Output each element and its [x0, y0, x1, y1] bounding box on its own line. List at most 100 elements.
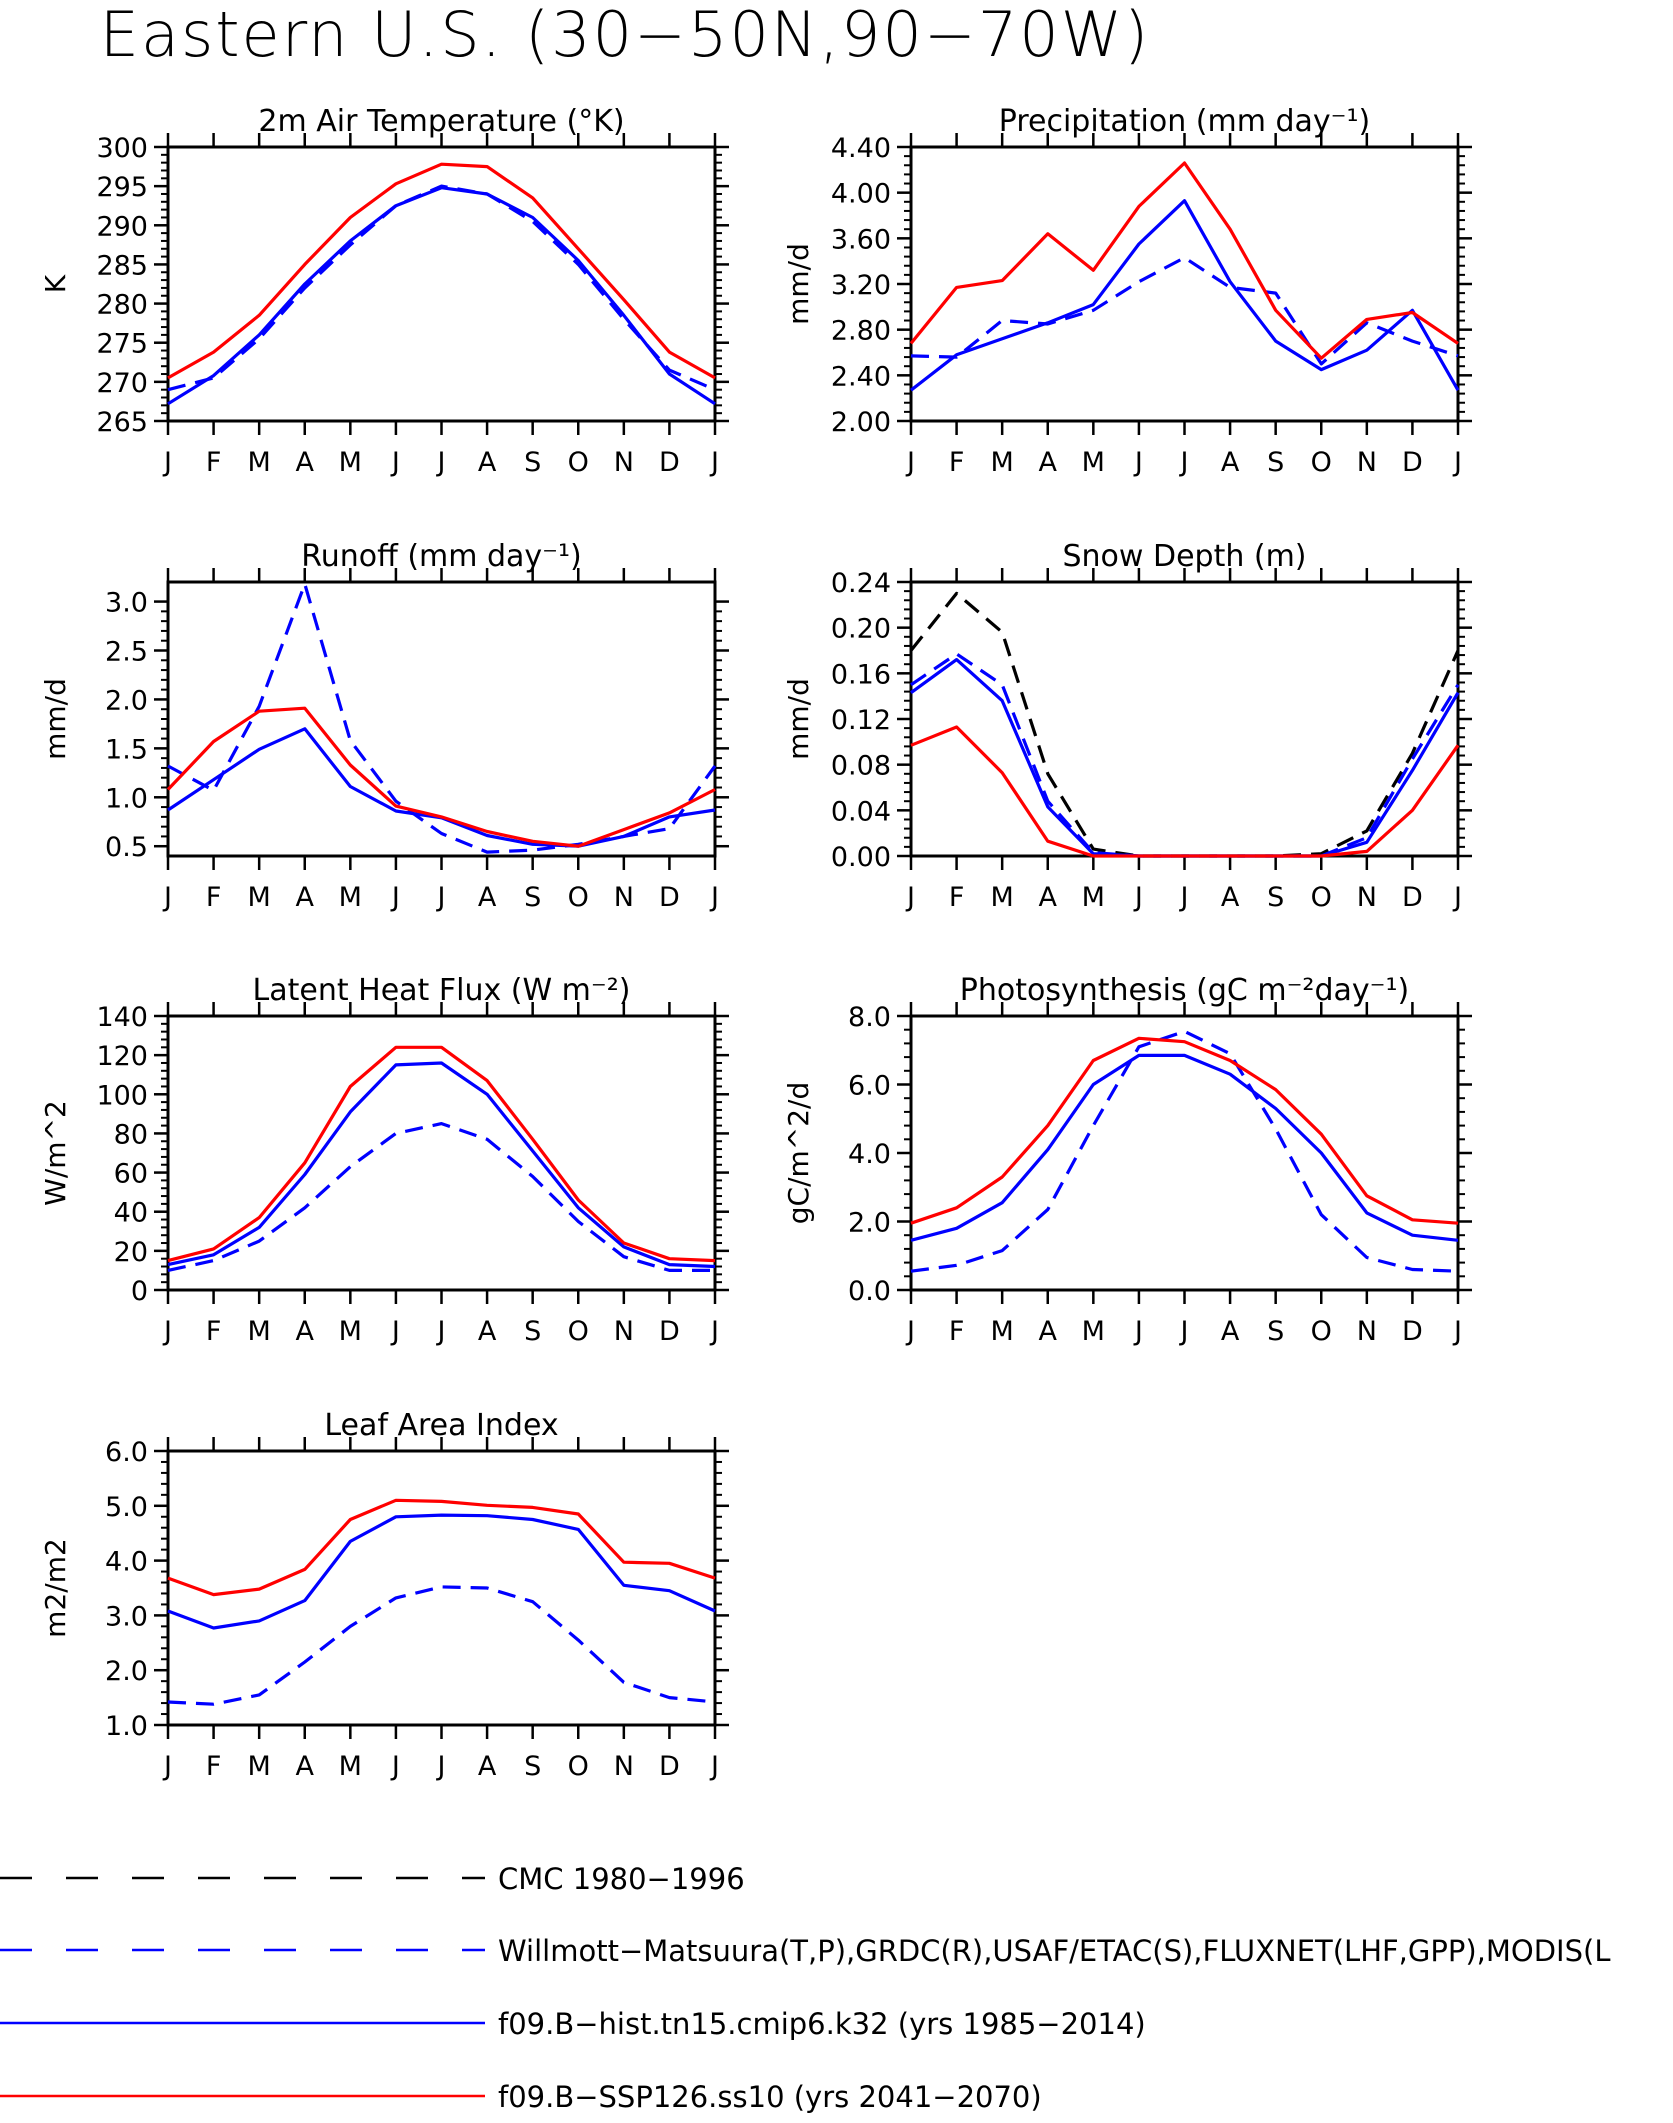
x-tick-label: N: [1357, 447, 1377, 478]
x-tick-label: J: [1452, 1316, 1462, 1347]
x-tick-label: J: [905, 1316, 915, 1347]
y-axis-label: mm/d: [782, 243, 815, 325]
y-tick-label: 0.04: [831, 796, 891, 827]
legend-label-obs: Willmott−Matsuura(T,P),GRDC(R),USAF/ETAC…: [498, 1934, 1611, 1968]
x-tick-label: N: [614, 447, 634, 478]
x-tick-label: O: [568, 882, 589, 913]
legend: CMC 1980−1996 Willmott−Matsuura(T,P),GRDC…: [0, 1862, 1611, 2114]
x-tick-label: A: [478, 1316, 497, 1347]
x-tick-label: J: [1452, 447, 1462, 478]
x-tick-label: J: [390, 447, 400, 478]
x-tick-label: M: [991, 1316, 1014, 1347]
x-tick-label: A: [296, 882, 315, 913]
x-tick-label: F: [949, 447, 965, 478]
y-tick-label: 0.5: [105, 832, 148, 863]
x-tick-label: S: [1267, 882, 1284, 913]
x-tick-label: J: [1133, 1316, 1143, 1347]
y-tick-label: 2.0: [105, 1656, 148, 1687]
x-tick-label: J: [436, 447, 446, 478]
chart-panel-4: Snow Depth (m)0.000.040.080.120.160.200.…: [782, 539, 1472, 913]
y-tick-label: 1.0: [105, 783, 148, 814]
x-tick-label: J: [162, 1751, 172, 1782]
x-tick-label: J: [1133, 882, 1143, 913]
y-tick-label: 295: [96, 172, 148, 203]
y-tick-label: 5.0: [105, 1492, 148, 1523]
y-tick-label: 2.0: [105, 685, 148, 716]
y-tick-label: 3.20: [831, 270, 891, 301]
y-tick-label: 0: [131, 1276, 148, 1307]
y-tick-label: 8.0: [848, 1002, 891, 1033]
x-tick-label: M: [339, 447, 362, 478]
y-tick-label: 0.20: [831, 614, 891, 645]
x-tick-label: J: [709, 447, 719, 478]
y-tick-label: 4.40: [831, 133, 891, 164]
x-tick-label: M: [991, 882, 1014, 913]
x-tick-label: S: [524, 882, 541, 913]
x-tick-label: A: [296, 1316, 315, 1347]
x-tick-label: J: [390, 882, 400, 913]
x-tick-label: S: [1267, 1316, 1284, 1347]
x-tick-label: J: [709, 1316, 719, 1347]
x-tick-label: O: [1311, 1316, 1332, 1347]
x-tick-label: J: [905, 882, 915, 913]
x-tick-label: F: [949, 1316, 965, 1347]
y-axis-label: mm/d: [39, 678, 72, 760]
x-tick-label: D: [659, 882, 680, 913]
legend-label-hist: f09.B−hist.tn15.cmip6.k32 (yrs 1985−2014…: [498, 2007, 1146, 2041]
y-tick-label: 80: [114, 1119, 148, 1150]
y-tick-label: 40: [114, 1198, 148, 1229]
series-line-hist: [910, 657, 1460, 858]
legend-label-cmc: CMC 1980−1996: [498, 1862, 745, 1896]
y-tick-label: 100: [96, 1080, 148, 1111]
chart-panel-5: Latent Heat Flux (W m⁻²)0204060801001201…: [39, 973, 729, 1347]
chart-panel-1: 2m Air Temperature (°K)26527027528028529…: [39, 104, 729, 478]
series-line-obs: [167, 1121, 715, 1273]
series-line-hist: [167, 186, 716, 406]
x-tick-label: J: [905, 447, 915, 478]
x-tick-label: A: [1221, 447, 1240, 478]
series-line-obs: [910, 1029, 1459, 1273]
x-tick-label: J: [162, 1316, 172, 1347]
y-tick-label: 270: [96, 368, 148, 399]
y-tick-label: 1.5: [105, 734, 148, 765]
x-tick-label: M: [991, 447, 1014, 478]
y-tick-label: 120: [96, 1041, 148, 1072]
x-tick-label: N: [614, 1751, 634, 1782]
x-tick-label: F: [206, 1316, 222, 1347]
x-tick-label: D: [1402, 447, 1423, 478]
x-tick-label: J: [162, 447, 172, 478]
y-tick-label: 140: [96, 1002, 148, 1033]
x-tick-label: S: [1267, 447, 1284, 478]
x-tick-label: J: [390, 1751, 400, 1782]
x-tick-label: S: [524, 1316, 541, 1347]
series-line-ssp: [167, 162, 716, 380]
chart-panel-2: Precipitation (mm day⁻¹)2.002.402.803.20…: [782, 104, 1472, 478]
x-tick-label: D: [659, 1751, 680, 1782]
legend-label-ssp: f09.B−SSP126.ss10 (yrs 2041−2070): [498, 2080, 1042, 2114]
x-tick-label: J: [1179, 1316, 1189, 1347]
y-axis-label: K: [39, 274, 72, 293]
x-tick-label: O: [1311, 882, 1332, 913]
x-tick-label: N: [614, 1316, 634, 1347]
y-tick-label: 3.60: [831, 224, 891, 255]
y-tick-label: 2.00: [831, 407, 891, 438]
figure-title: Eastern U.S. (30−50N,90−70W): [99, 0, 1151, 71]
y-tick-label: 20: [114, 1237, 148, 1268]
x-tick-label: A: [1221, 882, 1240, 913]
x-tick-label: N: [614, 882, 634, 913]
x-tick-label: N: [1357, 1316, 1377, 1347]
y-tick-label: 1.0: [105, 1711, 148, 1742]
x-tick-label: J: [1452, 882, 1462, 913]
y-tick-label: 6.0: [848, 1071, 891, 1102]
series-line-ssp: [166, 706, 716, 848]
series-line-obs: [910, 256, 1459, 366]
x-tick-label: F: [949, 882, 965, 913]
x-tick-label: A: [1039, 1316, 1058, 1347]
x-tick-label: M: [339, 1316, 362, 1347]
series-line-hist: [167, 1061, 716, 1269]
x-tick-label: A: [478, 882, 497, 913]
x-tick-label: M: [1082, 447, 1105, 478]
series-line-hist: [167, 727, 716, 848]
x-tick-label: M: [1082, 882, 1105, 913]
